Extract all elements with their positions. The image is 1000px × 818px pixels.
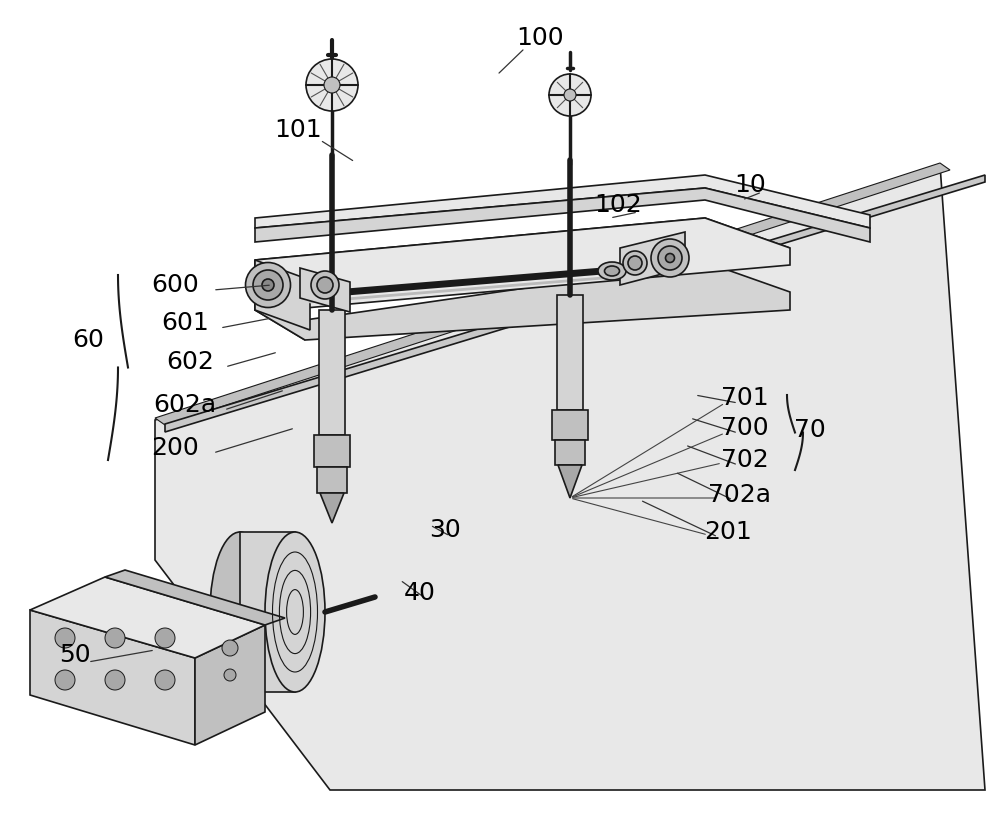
Polygon shape (558, 465, 582, 498)
Polygon shape (240, 532, 295, 692)
Ellipse shape (253, 270, 283, 300)
Polygon shape (195, 625, 265, 745)
Polygon shape (314, 435, 350, 467)
Circle shape (155, 628, 175, 648)
Circle shape (623, 251, 647, 275)
Ellipse shape (246, 263, 290, 308)
Circle shape (324, 77, 340, 93)
Ellipse shape (549, 74, 591, 116)
Circle shape (564, 89, 576, 101)
Polygon shape (255, 260, 310, 330)
Polygon shape (155, 163, 950, 425)
Text: 101: 101 (274, 118, 322, 142)
Polygon shape (255, 260, 305, 340)
Ellipse shape (210, 532, 270, 692)
Polygon shape (255, 218, 790, 290)
Text: 701: 701 (721, 386, 769, 410)
Polygon shape (552, 410, 588, 440)
Text: 700: 700 (721, 416, 769, 440)
Ellipse shape (598, 262, 626, 280)
Ellipse shape (265, 532, 325, 692)
Polygon shape (555, 440, 585, 465)
Text: 40: 40 (404, 581, 436, 605)
Text: 10: 10 (734, 173, 766, 197)
Circle shape (155, 670, 175, 690)
Text: 30: 30 (429, 518, 461, 542)
Circle shape (222, 640, 238, 656)
Polygon shape (105, 570, 285, 625)
Ellipse shape (306, 59, 358, 111)
Polygon shape (317, 467, 347, 493)
Circle shape (55, 628, 75, 648)
Circle shape (628, 256, 642, 270)
Ellipse shape (666, 254, 674, 263)
Ellipse shape (262, 279, 274, 291)
Ellipse shape (651, 239, 689, 277)
Ellipse shape (658, 246, 682, 270)
Polygon shape (255, 175, 870, 228)
Polygon shape (255, 262, 790, 340)
Polygon shape (155, 165, 985, 790)
Text: 702: 702 (721, 448, 769, 472)
Text: 601: 601 (161, 311, 209, 335)
Polygon shape (620, 232, 685, 285)
Polygon shape (255, 188, 870, 242)
Text: 602a: 602a (153, 393, 217, 417)
Circle shape (105, 670, 125, 690)
Circle shape (55, 670, 75, 690)
Text: 702a: 702a (708, 483, 772, 507)
Text: 70: 70 (794, 418, 826, 442)
Text: 201: 201 (704, 520, 752, 544)
Circle shape (105, 628, 125, 648)
Circle shape (311, 271, 339, 299)
Text: 100: 100 (516, 26, 564, 50)
Polygon shape (165, 175, 985, 432)
Text: 50: 50 (59, 643, 91, 667)
Polygon shape (30, 610, 195, 745)
Polygon shape (557, 295, 583, 410)
Text: 200: 200 (151, 436, 199, 460)
Polygon shape (319, 310, 345, 435)
Ellipse shape (604, 266, 620, 276)
Circle shape (224, 669, 236, 681)
Text: 600: 600 (151, 273, 199, 297)
Circle shape (317, 277, 333, 293)
Text: 602: 602 (166, 350, 214, 374)
Polygon shape (255, 218, 790, 308)
Polygon shape (300, 268, 350, 312)
Polygon shape (30, 577, 265, 658)
Text: 102: 102 (594, 193, 642, 217)
Polygon shape (320, 493, 344, 523)
Text: 60: 60 (72, 328, 104, 352)
